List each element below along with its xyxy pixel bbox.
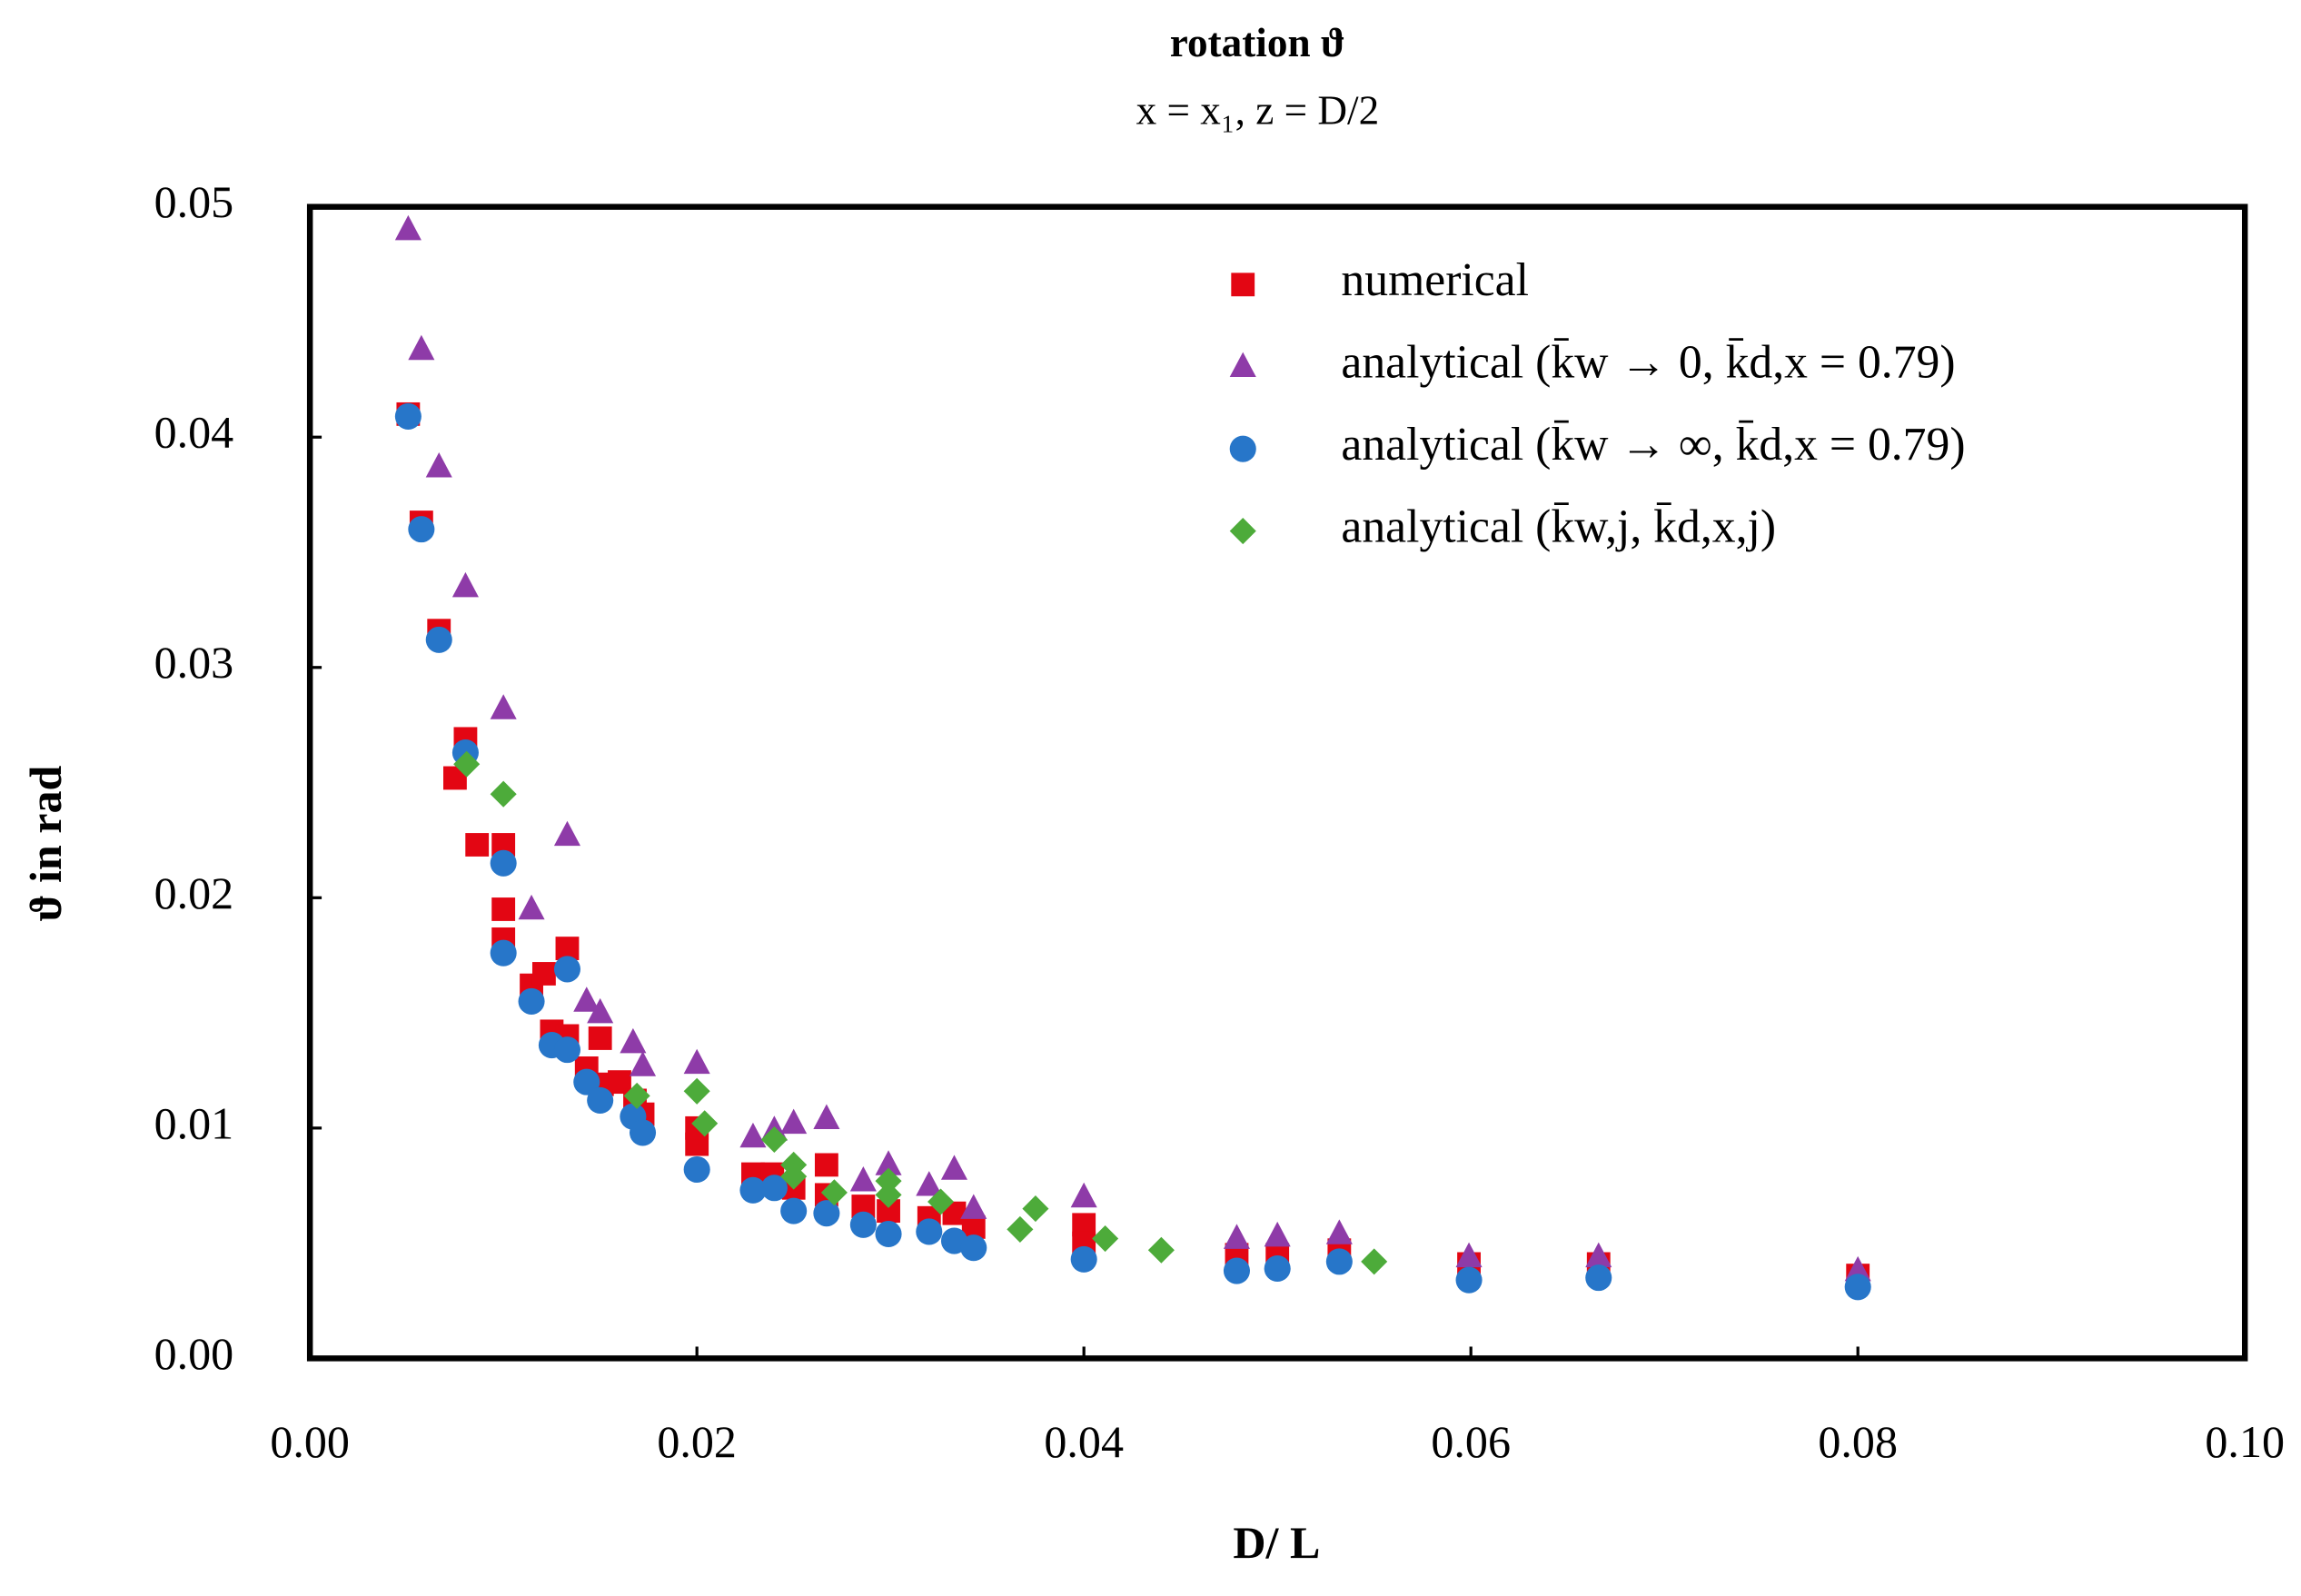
marker-diamond [1147, 1236, 1175, 1264]
marker-circle [960, 1234, 987, 1262]
marker-triangle [394, 214, 422, 241]
marker-circle [587, 1086, 614, 1114]
marker-circle [518, 987, 545, 1015]
marker-circle [760, 1175, 788, 1202]
marker-circle [490, 849, 517, 877]
marker-triangle [780, 1108, 808, 1135]
y-tick-label: 0.03 [154, 637, 234, 688]
x-tick-label: 0.02 [657, 1416, 737, 1467]
marker-diamond [1022, 1195, 1049, 1223]
legend-label: numerical [1341, 254, 1529, 306]
marker-circle [553, 1036, 580, 1064]
marker-circle [553, 956, 580, 983]
x-tick-label: 0.06 [1431, 1416, 1511, 1467]
y-tick-label: 0.02 [154, 867, 234, 918]
marker-circle [1264, 1254, 1291, 1283]
marker-triangle [553, 820, 580, 847]
y-axis-label: ϑ in rad [20, 765, 71, 921]
marker-triangle [1844, 1255, 1871, 1282]
marker-circle [490, 939, 517, 967]
marker-circle [875, 1220, 902, 1248]
marker-circle [573, 1068, 600, 1095]
marker-triangle [408, 334, 435, 361]
marker-triangle [1223, 1224, 1250, 1249]
marker-circle [739, 1176, 767, 1204]
marker-circle [1325, 1248, 1353, 1275]
marker-circle [849, 1211, 877, 1238]
marker-triangle [813, 1104, 840, 1130]
marker-diamond [760, 1125, 788, 1154]
marker-triangle [518, 894, 545, 920]
x-tick-label: 0.10 [2205, 1416, 2285, 1467]
marker-circle [1585, 1264, 1612, 1292]
marker-square [814, 1153, 838, 1177]
x-tick-label: 0.04 [1044, 1416, 1124, 1467]
x-tick-label: 0.00 [270, 1416, 350, 1467]
marker-circle [394, 402, 422, 430]
marker-triangle [1070, 1182, 1097, 1208]
marker-diamond [490, 780, 517, 808]
x-axis-label: D/ L [1233, 1517, 1320, 1568]
marker-triangle [739, 1122, 767, 1148]
marker-circle [780, 1197, 808, 1224]
legend-marker [1229, 518, 1256, 545]
marker-diamond [683, 1077, 710, 1105]
marker-circle [916, 1218, 943, 1245]
marker-triangle [587, 997, 614, 1024]
marker-circle [630, 1119, 657, 1146]
marker-triangle [683, 1048, 710, 1075]
marker-diamond [820, 1179, 848, 1206]
legend-label: analytical (k̄w → 0, k̄d,x = 0.79) [1341, 337, 1955, 389]
marker-diamond [1092, 1225, 1119, 1253]
legend-marker [1229, 352, 1256, 378]
marker-square [491, 897, 516, 921]
marker-diamond [927, 1188, 955, 1215]
marker-circle [1844, 1274, 1871, 1301]
legend-marker [1229, 435, 1256, 462]
marker-circle [683, 1155, 710, 1184]
marker-triangle [451, 571, 479, 598]
marker-circle [1223, 1257, 1250, 1284]
marker-square [588, 1026, 612, 1050]
legend-label: analytical (k̄w,j, k̄d,x,j) [1341, 501, 1776, 552]
y-tick-label: 0.00 [154, 1328, 234, 1379]
marker-triangle [960, 1194, 987, 1219]
marker-circle [408, 516, 435, 543]
marker-triangle [875, 1150, 902, 1175]
x-tick-label: 0.08 [1818, 1416, 1898, 1467]
marker-triangle [916, 1171, 943, 1196]
legend-marker [1231, 273, 1255, 297]
marker-square [531, 962, 556, 986]
marker-circle [1455, 1266, 1483, 1294]
marker-triangle [620, 1027, 647, 1054]
marker-triangle [630, 1051, 657, 1076]
marker-diamond [453, 750, 481, 778]
marker-circle [813, 1200, 840, 1227]
marker-triangle [1325, 1219, 1353, 1244]
marker-triangle [940, 1155, 968, 1180]
marker-diamond [623, 1082, 650, 1109]
marker-triangle [1264, 1221, 1291, 1247]
marker-diamond [1007, 1215, 1034, 1243]
marker-circle [425, 626, 452, 653]
y-tick-label: 0.04 [154, 407, 234, 458]
marker-diamond [1361, 1248, 1388, 1275]
marker-triangle [849, 1166, 877, 1192]
marker-triangle [490, 694, 517, 719]
marker-diamond [875, 1181, 902, 1208]
marker-triangle [425, 452, 452, 478]
marker-square [465, 833, 490, 857]
plot-frame [306, 203, 2248, 1362]
chart-title: rotation ϑ [1170, 20, 1345, 65]
marker-triangle [1455, 1242, 1483, 1268]
y-tick-label: 0.01 [154, 1097, 234, 1148]
marker-circle [1070, 1245, 1097, 1273]
legend-label: analytical (k̄w → ∞, k̄d,x = 0.79) [1341, 419, 1965, 471]
marker-triangle [1585, 1242, 1612, 1268]
chart-subtitle: x = x₁, z = D/2 [1136, 87, 1380, 133]
marker-triangle [573, 986, 600, 1012]
y-tick-label: 0.05 [154, 176, 234, 227]
